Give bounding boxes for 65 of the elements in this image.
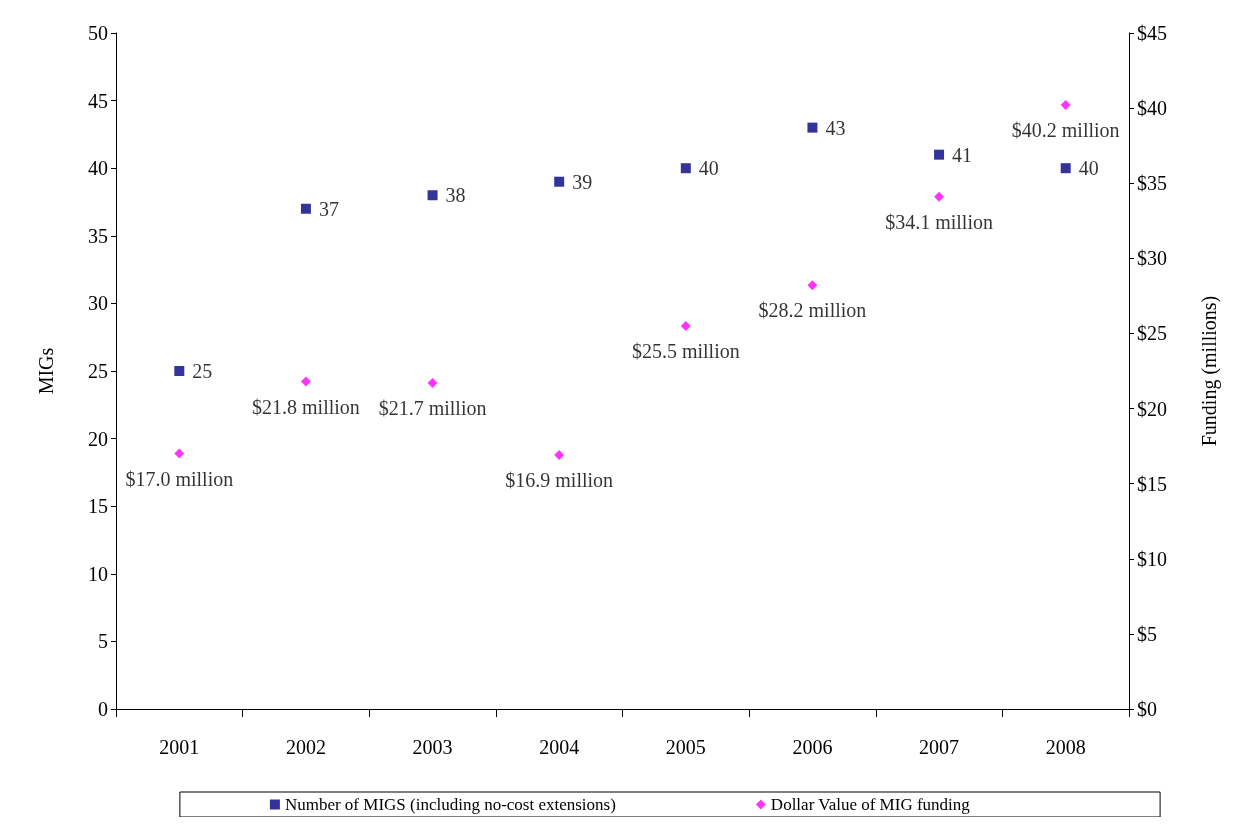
point <box>1060 100 1071 111</box>
data-label: 38 <box>445 184 466 207</box>
legend-label: Number of MIGS (including no-cost extensions) <box>284 795 616 814</box>
y-tick-label: 0 <box>98 698 108 720</box>
point <box>807 280 818 291</box>
point <box>807 122 818 133</box>
y-tick-label: 15 <box>88 495 108 518</box>
y-tick-label: 5 <box>98 630 108 653</box>
data-label: 43 <box>825 116 846 139</box>
point <box>427 378 438 389</box>
y-tick-label: 25 <box>88 360 108 382</box>
y2-tick-label: $10 <box>1137 547 1167 570</box>
y2-tick-label: $35 <box>1137 172 1167 195</box>
y-tick-label: 10 <box>88 562 108 585</box>
x-tick-label: 2005 <box>665 736 706 758</box>
y2-tick-label: $20 <box>1137 397 1167 420</box>
data-label: $17.0 million <box>125 467 234 490</box>
point <box>174 448 185 459</box>
data-label: $34.1 million <box>885 210 993 233</box>
point <box>300 203 311 214</box>
x-tick-label: 2004 <box>539 736 580 758</box>
data-label: $16.9 million <box>505 469 614 492</box>
y2-tick-label: $45 <box>1137 22 1167 44</box>
y-tick-label: 45 <box>88 89 108 112</box>
point <box>934 149 945 160</box>
x-tick-label: 2008 <box>1045 736 1086 758</box>
y2-tick-label: $25 <box>1137 322 1167 345</box>
point <box>554 450 565 461</box>
x-tick-label: 2001 <box>159 736 200 758</box>
data-label: $21.7 million <box>378 397 487 420</box>
point <box>1060 163 1071 174</box>
data-label: 39 <box>572 170 593 193</box>
data-label: 25 <box>192 360 213 382</box>
point <box>174 366 185 376</box>
data-label: $21.8 million <box>252 395 360 418</box>
data-label: $40.2 million <box>1011 119 1120 142</box>
y2-tick-label: $0 <box>1137 698 1157 720</box>
data-label: $25.5 million <box>631 339 740 362</box>
y2-tick-label: $40 <box>1137 97 1167 120</box>
data-label: $28.2 million <box>758 299 867 322</box>
point <box>554 176 565 187</box>
data-label: 40 <box>698 157 719 180</box>
x-tick-label: 2007 <box>919 736 960 758</box>
y-tick-label: 20 <box>88 427 108 450</box>
y-tick-label: 40 <box>88 157 108 180</box>
point <box>680 163 691 174</box>
y-tick-label: 50 <box>88 22 108 44</box>
data-label: 37 <box>318 197 339 220</box>
x-tick-label: 2006 <box>792 736 833 758</box>
point <box>300 376 311 387</box>
y-axis-title: MIGs <box>35 347 57 395</box>
point <box>934 191 945 202</box>
point <box>427 190 438 201</box>
x-tick-label: 2003 <box>412 736 453 758</box>
y-tick-label: 35 <box>88 224 108 247</box>
y2-axis-title: Funding (millions) <box>1198 295 1221 447</box>
point <box>680 320 691 331</box>
data-label: 40 <box>1078 157 1099 180</box>
data-label: 41 <box>952 143 973 166</box>
legend-label: Dollar Value of MIG funding <box>770 795 971 814</box>
y2-tick-label: $15 <box>1137 472 1167 495</box>
y2-tick-label: $30 <box>1137 247 1167 270</box>
x-tick-label: 2002 <box>285 736 326 758</box>
y-tick-label: 30 <box>88 292 108 315</box>
y2-tick-label: $5 <box>1137 622 1157 645</box>
